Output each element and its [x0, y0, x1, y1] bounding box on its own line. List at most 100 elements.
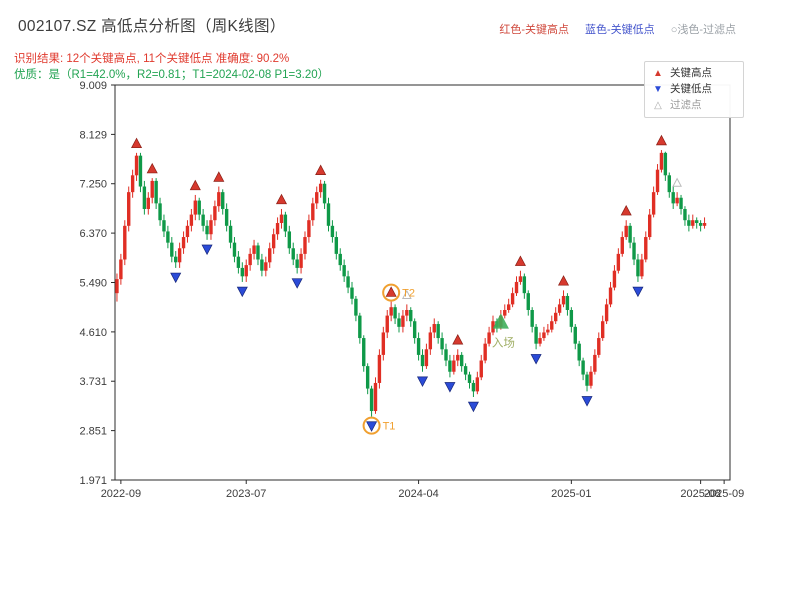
candle-body — [687, 220, 691, 226]
candle-body — [608, 287, 613, 305]
candle-body — [546, 329, 550, 333]
candle-body — [154, 180, 158, 204]
y-tick-label: 7.250 — [79, 179, 107, 191]
candle-body — [432, 324, 436, 333]
key-high-marker — [213, 171, 225, 182]
key-low-marker — [366, 421, 378, 432]
annotation-label-t1: T1 — [383, 421, 396, 433]
annotation-label-t2: T2 — [402, 288, 415, 300]
y-tick-label: 4.610 — [79, 327, 107, 339]
candle-body — [322, 183, 327, 204]
candle-body — [483, 343, 487, 361]
entry-marker-icon — [492, 313, 509, 329]
candle-body — [326, 203, 331, 226]
candle-body — [401, 315, 405, 327]
legend-label: 过滤点 — [670, 99, 702, 111]
candle-body — [115, 279, 119, 294]
candle-body — [385, 315, 389, 333]
key-high-marker — [275, 193, 288, 205]
legend-label: 关键低点 — [670, 83, 712, 95]
y-tick-label: 1.971 — [79, 475, 107, 487]
candle-body — [632, 242, 636, 260]
candle-body — [636, 259, 640, 277]
legend-entry-1: ▼ 关键低点 — [652, 83, 736, 96]
candle-body — [518, 276, 523, 282]
candle-body — [444, 349, 448, 361]
candle-body — [252, 245, 256, 254]
candle-body — [123, 225, 127, 260]
candle-body — [569, 310, 574, 327]
candle-body — [436, 324, 440, 339]
candle-body — [205, 225, 209, 235]
candle-body — [299, 253, 303, 268]
candle-body — [365, 366, 370, 389]
candle-body — [342, 265, 346, 277]
candle-body — [373, 382, 378, 412]
y-tick-label: 3.731 — [79, 376, 107, 388]
key-high-marker — [557, 275, 570, 286]
candle-body — [530, 310, 534, 327]
key-high-marker — [620, 204, 632, 216]
candle-body — [503, 310, 507, 316]
candle-body — [397, 318, 401, 327]
candle-body — [644, 237, 648, 260]
candle-body — [667, 175, 671, 193]
candle-body — [487, 332, 491, 344]
candle-body — [236, 256, 241, 268]
candle-body — [585, 374, 589, 386]
candle-body — [448, 360, 452, 372]
x-tick-label: 2025-09 — [704, 488, 744, 500]
candle-body — [217, 192, 221, 207]
candle-body — [698, 223, 703, 226]
candle-body — [291, 248, 295, 260]
filtered-marker — [401, 289, 412, 300]
inplot-legend: ▲ 关键高点 ▼ 关键低点 △ 过滤点 — [644, 61, 744, 118]
candle-body — [221, 192, 225, 209]
candle-body — [573, 326, 577, 344]
candle-body — [577, 343, 581, 361]
candle-body — [142, 186, 147, 209]
candle-body — [295, 259, 299, 268]
candle-body — [510, 293, 515, 305]
candle-body — [256, 245, 260, 260]
candle-body — [424, 349, 429, 367]
candle-body — [428, 332, 433, 350]
candle-body — [389, 307, 393, 316]
candle-body — [287, 231, 292, 249]
candle-body — [146, 197, 150, 209]
candle-body — [459, 354, 464, 367]
candle-body — [479, 360, 483, 378]
key-high-marker — [452, 334, 464, 345]
candle-body — [369, 388, 374, 412]
y-tick-label: 8.129 — [79, 129, 107, 141]
candle-body — [334, 237, 339, 254]
legend-entry-2: △ 过滤点 — [652, 99, 736, 112]
candle-body — [647, 214, 652, 238]
candle-body — [589, 371, 593, 386]
key-low-marker — [170, 272, 182, 284]
y-tick-label: 2.851 — [79, 426, 107, 438]
candle-body — [377, 354, 382, 383]
x-tick-label: 2022-09 — [101, 488, 141, 500]
candle-body — [150, 180, 154, 198]
candle-body — [350, 287, 354, 299]
y-tick-label: 5.490 — [79, 278, 107, 290]
candle-body — [628, 225, 632, 243]
candle-body — [491, 321, 495, 333]
key-high-marker — [189, 179, 201, 191]
candle-body — [675, 197, 679, 204]
candle-body — [695, 220, 699, 224]
candle-body — [138, 155, 143, 187]
candle-body — [177, 248, 182, 263]
candle-body — [440, 338, 444, 350]
x-tick-label: 2023-07 — [226, 488, 266, 500]
key-high-marker — [514, 255, 526, 266]
filtered-legend-icon: △ — [654, 100, 662, 111]
candle-body — [162, 220, 166, 232]
candle-body — [330, 225, 335, 238]
y-tick-label: 6.370 — [79, 228, 107, 240]
candle-body — [248, 253, 252, 266]
candle-body — [358, 315, 362, 339]
